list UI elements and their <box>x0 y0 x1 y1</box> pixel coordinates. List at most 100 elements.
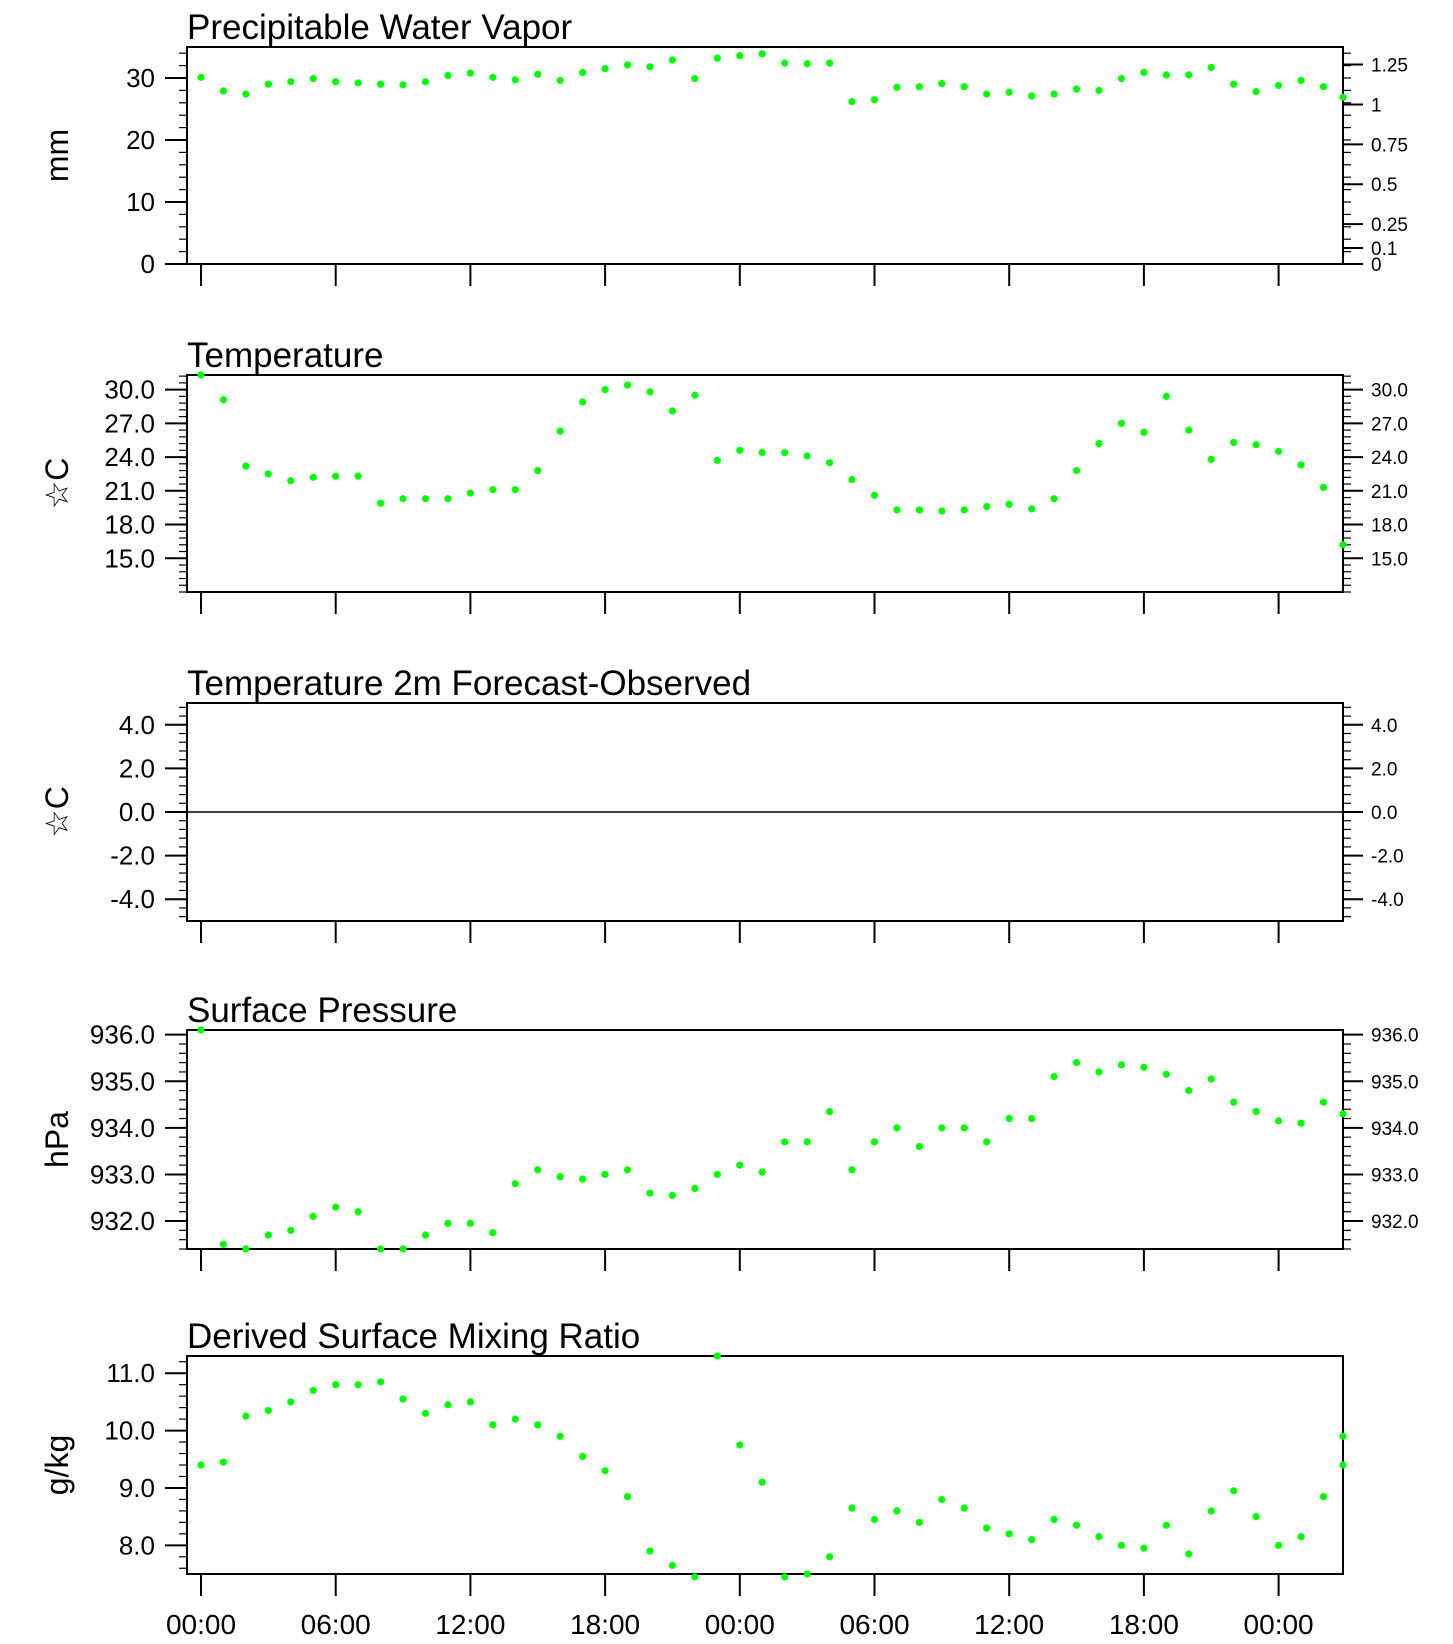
data-point <box>197 1461 205 1469</box>
data-point <box>623 1492 632 1501</box>
data-point <box>960 1124 968 1132</box>
data-point <box>1297 1119 1305 1127</box>
data-point <box>489 486 497 494</box>
data-point <box>1117 1061 1126 1069</box>
data-point <box>421 1409 430 1417</box>
y-right-tick-label: 15.0 <box>1371 549 1408 570</box>
y-tick-label: 935.0 <box>90 1066 155 1096</box>
x-tick-label: 18:00 <box>1109 1609 1179 1640</box>
data-point <box>826 59 834 67</box>
y-tick-label: 10.0 <box>104 1416 155 1446</box>
data-point <box>1230 1487 1238 1495</box>
data-point <box>466 489 474 497</box>
data-point <box>1207 63 1215 72</box>
plot-frame <box>186 1355 1344 1575</box>
y-tick-label: 8.0 <box>119 1530 155 1560</box>
data-point <box>534 1421 542 1429</box>
data-point <box>1185 1086 1193 1095</box>
data-point <box>781 448 789 457</box>
data-point <box>1162 392 1170 400</box>
data-point <box>668 1191 677 1200</box>
y-tick-label: 27.0 <box>104 408 155 438</box>
data-point <box>309 75 317 83</box>
data-point <box>691 1184 699 1193</box>
y-right-tick-label: 935.0 <box>1371 1072 1419 1093</box>
data-point <box>332 78 340 86</box>
data-point <box>623 1166 632 1174</box>
data-point <box>511 1180 519 1188</box>
data-point <box>354 79 362 87</box>
data-point <box>354 472 362 480</box>
data-point <box>1319 483 1328 492</box>
x-tick-label: 06:00 <box>301 1609 371 1640</box>
data-point <box>826 1107 834 1116</box>
data-point <box>579 68 587 77</box>
data-point <box>1319 1098 1328 1106</box>
data-point <box>466 1398 474 1406</box>
data-point <box>1185 1550 1193 1558</box>
data-point <box>534 466 542 475</box>
data-point <box>444 495 452 503</box>
data-point <box>1117 75 1126 83</box>
data-point <box>534 1166 542 1174</box>
data-point <box>1050 495 1058 503</box>
data-point <box>1275 1541 1283 1549</box>
data-point <box>1275 81 1283 90</box>
data-point <box>1185 426 1193 434</box>
y-axis-label: g/kg <box>39 1435 75 1495</box>
plot-frame <box>186 1029 1344 1250</box>
data-point <box>242 1412 250 1420</box>
data-point <box>377 1378 385 1386</box>
data-point <box>1207 1075 1215 1083</box>
data-point <box>870 96 879 104</box>
data-point <box>870 1138 879 1146</box>
data-point <box>1095 86 1103 94</box>
x-tick-label: 00:00 <box>1244 1609 1314 1640</box>
panel-title: Temperature 2m Forecast-Observed <box>187 664 751 703</box>
data-point <box>803 60 811 68</box>
y-right-tick-label: 0 <box>1371 255 1382 276</box>
data-point <box>377 80 385 88</box>
data-point <box>354 1381 362 1389</box>
data-point <box>1339 1110 1347 1118</box>
data-point <box>399 1395 407 1403</box>
y-right-tick-label: 0.5 <box>1371 175 1397 196</box>
data-point <box>421 495 430 503</box>
data-point <box>1297 76 1305 85</box>
data-point <box>893 1507 901 1515</box>
data-point <box>264 1231 272 1239</box>
data-point <box>893 506 901 514</box>
data-point <box>1252 441 1260 449</box>
data-point <box>1140 428 1148 436</box>
data-point <box>1095 1533 1103 1541</box>
data-point <box>848 1504 856 1512</box>
data-point <box>399 1245 407 1253</box>
data-point <box>466 1219 474 1227</box>
y-right-tick-label: 4.0 <box>1371 716 1397 737</box>
data-point <box>781 59 789 67</box>
y-right-tick-label: 0.75 <box>1371 135 1408 156</box>
data-point <box>623 61 632 69</box>
data-point <box>556 76 564 85</box>
data-point <box>421 78 430 86</box>
data-point <box>579 1175 587 1183</box>
data-point <box>713 54 721 62</box>
data-point <box>579 398 587 406</box>
data-point <box>1339 541 1347 549</box>
y-tick-label: 30.0 <box>104 375 155 405</box>
data-point <box>377 1245 385 1253</box>
data-point <box>1275 1117 1283 1125</box>
data-point <box>1072 466 1081 475</box>
data-point <box>287 1226 295 1234</box>
y-tick-label: 11.0 <box>106 1358 155 1388</box>
data-point <box>197 73 205 81</box>
data-point <box>219 396 228 404</box>
data-point <box>623 381 632 389</box>
panel-title: Derived Surface Mixing Ratio <box>187 1317 640 1356</box>
data-point <box>309 473 317 481</box>
data-point <box>444 1219 452 1227</box>
data-point <box>332 1381 340 1389</box>
data-point <box>1050 1072 1058 1081</box>
data-point <box>1028 92 1036 100</box>
